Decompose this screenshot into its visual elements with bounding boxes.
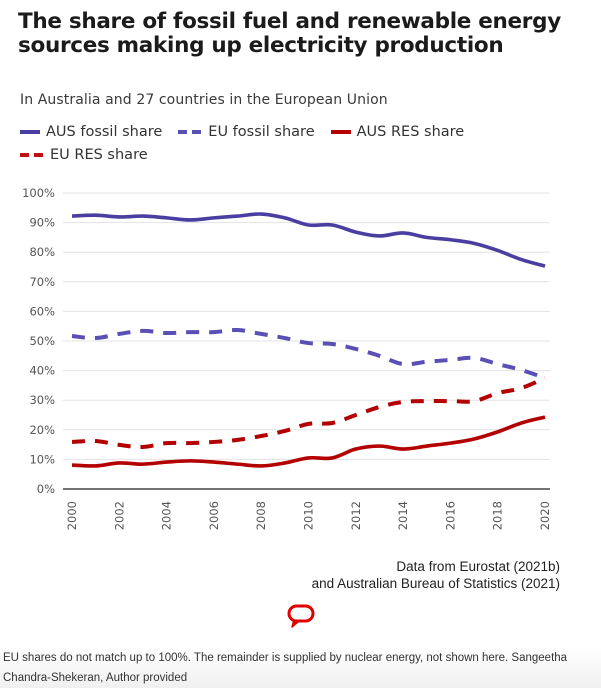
y-axis-ticks: 0% 10% 20% 30% 40% 50% 60% 70% 80% 90% 100% [22,186,55,496]
y-tick-label: 30% [29,393,55,407]
x-tick-label: 2002 [112,501,126,530]
chart-subtitle: In Australia and 27 countries in the Eur… [20,92,388,108]
y-tick-label: 20% [29,423,55,437]
y-tick-label: 10% [29,452,55,466]
x-tick-label: 2012 [349,501,363,530]
y-tick-label: 100% [22,186,55,200]
legend-item-aus-fossil: AUS fossil share [20,124,162,140]
legend-label: AUS RES share [356,123,465,140]
y-tick-label: 50% [29,334,55,348]
series-lines [71,212,546,468]
chart-title: The share of fossil fuel and renewable e… [18,9,561,58]
y-tick-label: 40% [29,364,55,378]
x-tick-label: 2014 [396,501,410,530]
source-line-2: and Australian Bureau of Statistics (202… [311,576,560,591]
x-tick-label: 2018 [491,501,505,530]
series-line-eu-res-share [71,376,546,450]
image-caption: EU shares do not match up to 100%. The r… [0,647,601,688]
legend-item-eu-fossil: EU fossil share [178,123,315,140]
legend-swatch-dashed-icon [178,129,202,134]
figure: The share of fossil fuel and renewable e… [18,9,580,628]
data-source: Data from Eurostat (2021b) and Australia… [312,558,560,592]
legend-swatch-solid-icon [330,129,351,134]
y-tick-label: 90% [29,216,55,230]
x-tick-label: 2004 [160,501,174,530]
series-line-eu-fossil-share [71,328,546,380]
legend-label: EU fossil share [208,123,315,140]
x-tick-label: 2008 [254,501,268,530]
line-chart: 0%10%20%30%40%50%60%70%80%90%100% 2000 20… [22,186,552,530]
legend-swatch-dashed-icon [20,152,44,157]
legend-item-eu-res: EU RES share [20,147,148,163]
legend: AUS fossil share EU fossil share AUS RES… [20,120,580,166]
x-axis-ticks: 2000 2002 2004 2006 2008 2010 2012 2014 2016 2018… [65,501,552,530]
y-tick-label: 0% [37,482,55,496]
legend-label: EU RES share [50,146,148,163]
x-tick-label: 2020 [538,501,552,530]
source-line-1: Data from Eurostat (2021b) [396,559,560,574]
legend-item-aus-res: AUS RES share [330,123,465,140]
y-tick-label: 70% [29,275,55,289]
y-tick-label: 60% [29,304,55,318]
x-tick-label: 2006 [207,501,221,530]
legend-label: AUS fossil share [46,123,163,140]
x-tick-label: 2016 [443,501,457,530]
legend-swatch-solid-icon [20,129,40,134]
series-line-aus-fossil-share [71,212,546,268]
x-tick-label: 2000 [65,501,79,530]
x-tick-label: 2010 [302,501,316,530]
y-tick-label: 80% [29,245,55,259]
speech-bubble-logo-icon [287,604,315,628]
series-line-aus-res-share [71,415,546,468]
